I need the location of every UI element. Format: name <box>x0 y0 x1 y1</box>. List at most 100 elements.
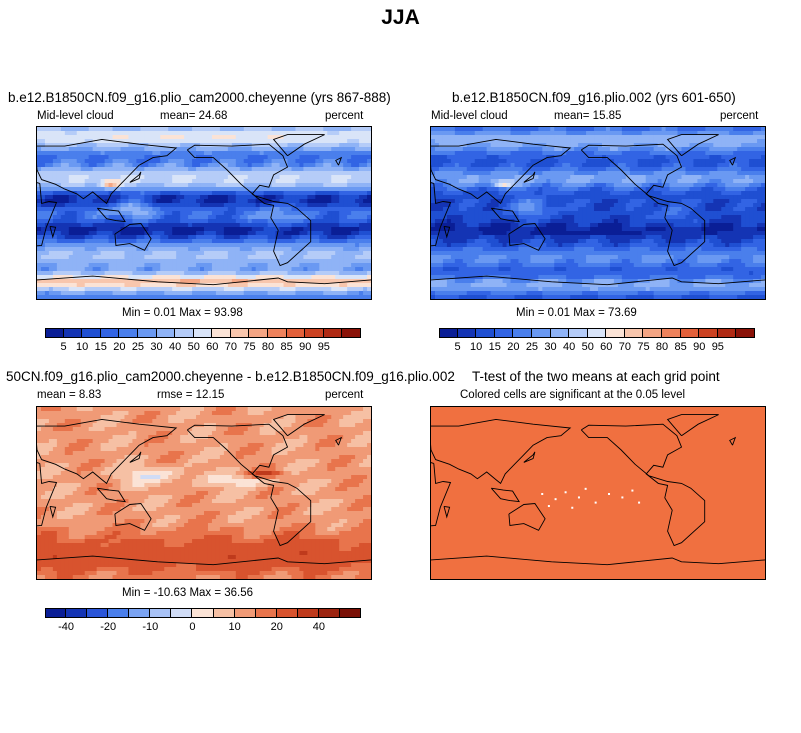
field-cell <box>498 151 504 156</box>
field-cell <box>196 271 201 276</box>
field-cell <box>124 287 130 292</box>
field-cell <box>367 139 371 144</box>
field-cell <box>64 219 70 224</box>
field-cell <box>275 279 281 284</box>
field-cell <box>319 183 324 188</box>
field-cell <box>192 179 197 184</box>
field-cell <box>56 163 62 168</box>
field-cell <box>506 127 512 132</box>
field-cell <box>48 127 54 132</box>
field-cell <box>315 215 320 220</box>
field-cell <box>148 139 153 144</box>
field-cell <box>80 151 86 156</box>
field-cell <box>132 183 138 188</box>
field-cell <box>450 163 456 168</box>
field-cell <box>693 131 699 136</box>
field-cell <box>295 135 301 140</box>
field-cell <box>128 283 134 288</box>
field-cell <box>80 187 86 192</box>
field-cell <box>184 195 189 200</box>
field-cell <box>188 275 193 280</box>
field-cell <box>116 131 122 136</box>
field-cell <box>617 143 623 148</box>
field-cell <box>152 263 157 268</box>
field-cell <box>355 163 360 168</box>
field-cell <box>359 139 364 144</box>
field-cell <box>641 127 647 132</box>
field-cell <box>749 171 754 176</box>
field-cell <box>753 183 758 188</box>
field-cell <box>64 147 70 152</box>
field-cell <box>291 219 297 224</box>
field-cell <box>168 211 173 216</box>
field-cell <box>709 131 714 136</box>
field-cell <box>239 295 245 299</box>
field-cell <box>136 191 141 196</box>
field-cell <box>681 159 687 164</box>
field-cell <box>48 211 54 216</box>
field-cell <box>124 139 130 144</box>
field-cell <box>649 155 655 160</box>
field-cell <box>347 171 352 176</box>
field-cell <box>351 267 356 272</box>
field-cell <box>470 167 476 172</box>
field-cell <box>84 199 90 204</box>
field-cell <box>52 155 58 160</box>
field-cell <box>192 239 197 244</box>
field-cell <box>80 191 86 196</box>
panel-1-colorbar-tick-label: 60 <box>206 341 219 353</box>
field-cell <box>653 175 659 180</box>
field-cell <box>64 287 70 292</box>
field-cell <box>132 211 138 216</box>
field-cell <box>160 259 165 264</box>
field-cell <box>204 227 209 232</box>
field-cell <box>259 147 265 152</box>
field-cell <box>574 143 579 148</box>
field-cell <box>196 235 201 240</box>
field-cell <box>717 159 722 164</box>
field-cell <box>514 143 520 148</box>
field-cell <box>200 227 205 232</box>
field-cell <box>84 267 90 272</box>
field-cell <box>180 179 185 184</box>
field-cell <box>327 131 332 136</box>
field-cell <box>144 131 149 136</box>
field-cell <box>315 143 320 148</box>
field-cell <box>231 179 237 184</box>
field-cell <box>339 255 344 260</box>
field-cell <box>613 127 619 132</box>
field-cell <box>526 147 532 152</box>
field-cell <box>263 191 269 196</box>
field-cell <box>148 243 153 248</box>
field-cell <box>172 183 177 188</box>
field-cell <box>303 263 308 268</box>
field-cell <box>578 175 583 180</box>
field-cell <box>148 255 153 260</box>
field-cell <box>629 155 635 160</box>
field-cell <box>128 247 134 252</box>
field-cell <box>227 211 233 216</box>
field-cell <box>112 283 118 288</box>
field-cell <box>669 167 675 172</box>
field-cell <box>582 187 587 192</box>
field-cell <box>438 167 444 172</box>
field-cell <box>128 239 134 244</box>
field-cell <box>295 263 301 268</box>
field-cell <box>132 195 138 200</box>
field-cell <box>291 275 297 280</box>
field-cell <box>275 215 281 220</box>
field-cell <box>247 295 253 299</box>
field-cell <box>96 147 102 152</box>
panel-1-colorbar-tick-label: 75 <box>243 341 256 353</box>
field-cell <box>180 155 185 160</box>
field-cell <box>363 187 368 192</box>
field-cell <box>359 251 364 256</box>
field-cell <box>554 127 559 132</box>
field-cell <box>271 275 277 280</box>
field-cell <box>355 171 360 176</box>
field-cell <box>136 283 141 288</box>
field-cell <box>263 279 269 284</box>
field-cell <box>192 135 197 140</box>
field-cell <box>685 175 691 180</box>
field-cell <box>601 139 607 144</box>
